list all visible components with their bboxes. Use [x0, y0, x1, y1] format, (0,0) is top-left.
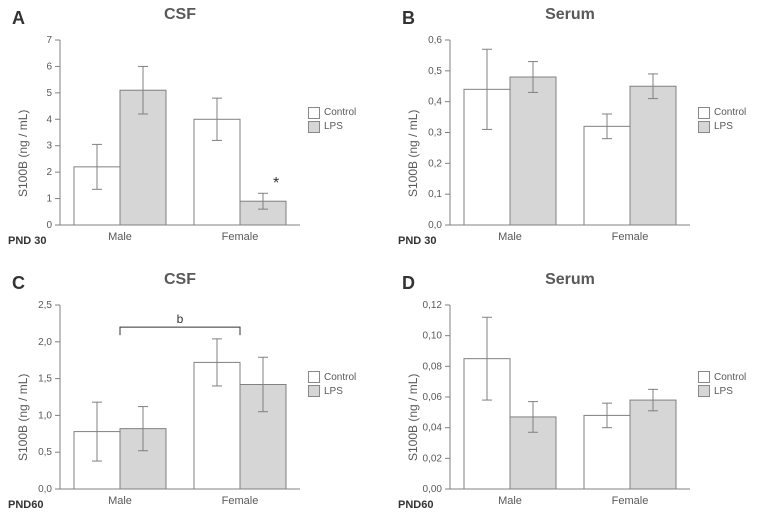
- legend: Control LPS: [308, 369, 356, 399]
- legend-item: Control: [308, 107, 356, 119]
- svg-text:0,0: 0,0: [428, 220, 442, 231]
- legend-label: LPS: [714, 386, 733, 397]
- svg-text:3: 3: [46, 141, 52, 152]
- legend-swatch: [698, 385, 710, 397]
- legend-label: Control: [324, 372, 356, 383]
- legend-swatch: [698, 121, 710, 133]
- svg-text:Female: Female: [612, 495, 649, 507]
- panel-label: A: [12, 8, 25, 29]
- legend-label: Control: [324, 107, 356, 118]
- svg-text:0,5: 0,5: [38, 447, 52, 458]
- legend: Control LPS: [308, 105, 356, 135]
- svg-text:0,2: 0,2: [428, 158, 442, 169]
- svg-text:Male: Male: [108, 495, 132, 507]
- panel-title: Serum: [450, 6, 690, 24]
- svg-text:Female: Female: [222, 231, 259, 243]
- svg-text:2,0: 2,0: [38, 337, 52, 348]
- svg-text:Male: Male: [498, 231, 522, 243]
- legend: Control LPS: [698, 105, 746, 135]
- svg-text:0,0: 0,0: [38, 484, 52, 495]
- panel-label: D: [402, 273, 415, 294]
- legend-item: Control: [698, 107, 746, 119]
- svg-text:0: 0: [46, 220, 52, 231]
- legend-label: Control: [714, 372, 746, 383]
- y-axis-label: S100B (ng / mL): [16, 374, 30, 461]
- legend-item: Control: [308, 371, 356, 383]
- svg-text:2,5: 2,5: [38, 300, 52, 311]
- svg-text:0,12: 0,12: [423, 300, 443, 311]
- pnd-label: PND60: [398, 499, 433, 511]
- pnd-label: PND 30: [398, 235, 437, 247]
- bar: [584, 126, 630, 225]
- svg-text:0,00: 0,00: [423, 484, 443, 495]
- legend-item: LPS: [308, 385, 356, 397]
- svg-text:0,06: 0,06: [423, 392, 443, 403]
- svg-text:Female: Female: [612, 231, 649, 243]
- svg-text:0,08: 0,08: [423, 361, 443, 372]
- panel-b: B Serum S100B (ng / mL) PND 30 Control LPS 0,0…: [390, 0, 780, 265]
- panel-c: C CSF S100B (ng / mL) PND60 Control LPS 0,0 0,5…: [0, 265, 390, 529]
- legend-swatch: [308, 371, 320, 383]
- svg-text:1,5: 1,5: [38, 374, 52, 385]
- y-axis-label: S100B (ng / mL): [16, 110, 30, 197]
- svg-text:0,02: 0,02: [423, 453, 443, 464]
- svg-text:2: 2: [46, 167, 52, 178]
- legend-swatch: [308, 121, 320, 133]
- legend-swatch: [698, 107, 710, 119]
- panel-title: CSF: [60, 6, 300, 24]
- svg-text:6: 6: [46, 61, 52, 72]
- legend-label: LPS: [324, 121, 343, 132]
- svg-text:b: b: [177, 312, 184, 326]
- svg-text:0,04: 0,04: [423, 423, 443, 434]
- svg-text:5: 5: [46, 88, 52, 99]
- svg-text:7: 7: [46, 35, 52, 46]
- legend-item: LPS: [308, 121, 356, 133]
- panel-title: CSF: [60, 271, 300, 289]
- pnd-label: PND 30: [8, 235, 47, 247]
- svg-text:Male: Male: [498, 495, 522, 507]
- legend-item: LPS: [698, 385, 746, 397]
- bar: [630, 86, 676, 225]
- pnd-label: PND60: [8, 499, 43, 511]
- y-axis-label: S100B (ng / mL): [406, 374, 420, 461]
- legend-item: LPS: [698, 121, 746, 133]
- svg-text:0,1: 0,1: [428, 189, 442, 200]
- svg-text:0,5: 0,5: [428, 66, 442, 77]
- legend: Control LPS: [698, 369, 746, 399]
- svg-text:4: 4: [46, 114, 52, 125]
- panel-label: B: [402, 8, 415, 29]
- legend-label: LPS: [324, 386, 343, 397]
- legend-label: LPS: [714, 121, 733, 132]
- legend-swatch: [308, 107, 320, 119]
- svg-text:1: 1: [46, 194, 52, 205]
- legend-item: Control: [698, 371, 746, 383]
- legend-swatch: [698, 371, 710, 383]
- bar: [510, 77, 556, 225]
- svg-text:1,0: 1,0: [38, 410, 52, 421]
- svg-text:*: *: [273, 175, 279, 192]
- svg-text:Male: Male: [108, 231, 132, 243]
- svg-text:0,3: 0,3: [428, 128, 442, 139]
- panel-title: Serum: [450, 271, 690, 289]
- svg-text:0,4: 0,4: [428, 97, 442, 108]
- legend-swatch: [308, 385, 320, 397]
- legend-label: Control: [714, 107, 746, 118]
- panel-label: C: [12, 273, 25, 294]
- y-axis-label: S100B (ng / mL): [406, 110, 420, 197]
- bar: [630, 400, 676, 489]
- panel-d: D Serum S100B (ng / mL) PND60 Control LPS 0,00…: [390, 265, 780, 529]
- svg-text:Female: Female: [222, 495, 259, 507]
- panel-a: A CSF S100B (ng / mL) PND 30 Control LPS 0 1 2 3 4…: [0, 0, 390, 265]
- svg-text:0,10: 0,10: [423, 331, 443, 342]
- svg-text:0,6: 0,6: [428, 35, 442, 46]
